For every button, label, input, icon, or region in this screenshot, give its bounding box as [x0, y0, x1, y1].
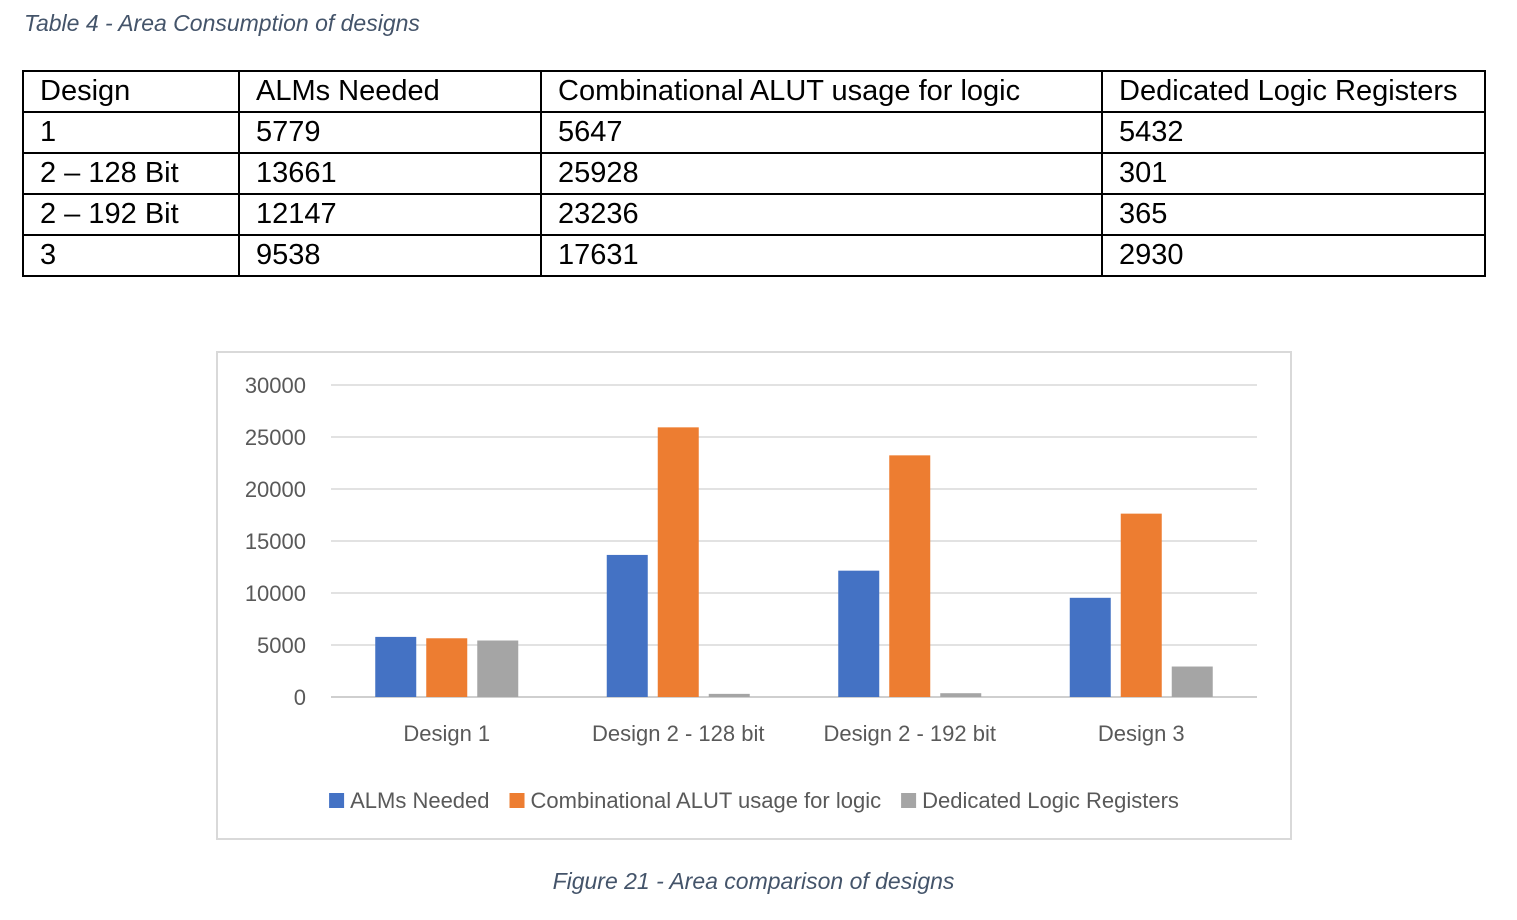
y-axis-tick-labels: 0 5000 10000 15000 20000 25000 30000	[245, 373, 306, 710]
table-cell: 1	[22, 111, 240, 154]
header-cell: Combinational ALUT usage for logic	[540, 70, 1103, 113]
table-cell: 12147	[238, 193, 542, 236]
table-caption: Table 4 - Area Consumption of designs	[24, 10, 420, 36]
legend: ALMs Needed Combinational ALUT usage for …	[329, 788, 1179, 813]
bar	[838, 570, 880, 697]
bar	[606, 554, 648, 697]
bar	[1120, 513, 1162, 697]
figure-caption: Figure 21 - Area comparison of designs	[552, 868, 955, 894]
y-tick-label: 25000	[245, 425, 306, 450]
y-tick-label: 30000	[245, 373, 306, 398]
bar	[477, 640, 519, 697]
bar	[426, 638, 468, 697]
x-tick-label: Design 3	[1098, 721, 1185, 746]
header-cell: Design	[22, 70, 240, 113]
table-row: 3 9538 17631 2930	[22, 234, 1486, 277]
table-cell: 23236	[540, 193, 1103, 236]
y-tick-label: 20000	[245, 477, 306, 502]
x-tick-label: Design 1	[403, 721, 490, 746]
y-tick-label: 0	[294, 685, 306, 710]
bar	[657, 427, 699, 697]
y-tick-label: 10000	[245, 581, 306, 606]
legend-label: ALMs Needed	[350, 788, 489, 813]
table-cell: 365	[1101, 193, 1486, 236]
bar	[889, 455, 931, 697]
table-row: 2 – 128 Bit 13661 25928 301	[22, 152, 1486, 195]
gridlines	[331, 384, 1257, 698]
table-cell: 9538	[238, 234, 542, 277]
y-tick-label: 5000	[257, 633, 306, 658]
table-cell: 17631	[540, 234, 1103, 277]
bar	[1171, 666, 1213, 697]
table-row: 1 5779 5647 5432	[22, 111, 1486, 154]
legend-label: Dedicated Logic Registers	[922, 788, 1179, 813]
table-cell: 5779	[238, 111, 542, 154]
bar	[375, 636, 417, 697]
table-header-row: Design ALMs Needed Combinational ALUT us…	[22, 70, 1486, 113]
x-tick-label: Design 2 - 192 bit	[824, 721, 996, 746]
bars	[375, 427, 1213, 697]
table-cell: 3	[22, 234, 240, 277]
bar	[940, 693, 982, 697]
table-cell: 13661	[238, 152, 542, 195]
area-consumption-table: Design ALMs Needed Combinational ALUT us…	[22, 70, 1486, 277]
bar	[1069, 597, 1111, 697]
x-tick-label: Design 2 - 128 bit	[592, 721, 764, 746]
header-cell: ALMs Needed	[238, 70, 542, 113]
table-row: 2 – 192 Bit 12147 23236 365	[22, 193, 1486, 236]
table-cell: 5432	[1101, 111, 1486, 154]
legend-swatch	[509, 793, 525, 808]
legend-swatch	[901, 793, 917, 808]
table-cell: 2930	[1101, 234, 1486, 277]
y-tick-label: 15000	[245, 529, 306, 554]
table-cell: 301	[1101, 152, 1486, 195]
table-cell: 25928	[540, 152, 1103, 195]
bar	[708, 693, 750, 697]
x-axis-tick-labels: Design 1 Design 2 - 128 bit Design 2 - 192…	[403, 721, 1184, 746]
legend-swatch	[329, 793, 345, 808]
table-cell: 5647	[540, 111, 1103, 154]
legend-label: Combinational ALUT usage for logic	[531, 788, 882, 813]
table-cell: 2 – 128 Bit	[22, 152, 240, 195]
table-cell: 2 – 192 Bit	[22, 193, 240, 236]
header-cell: Dedicated Logic Registers	[1101, 70, 1486, 113]
